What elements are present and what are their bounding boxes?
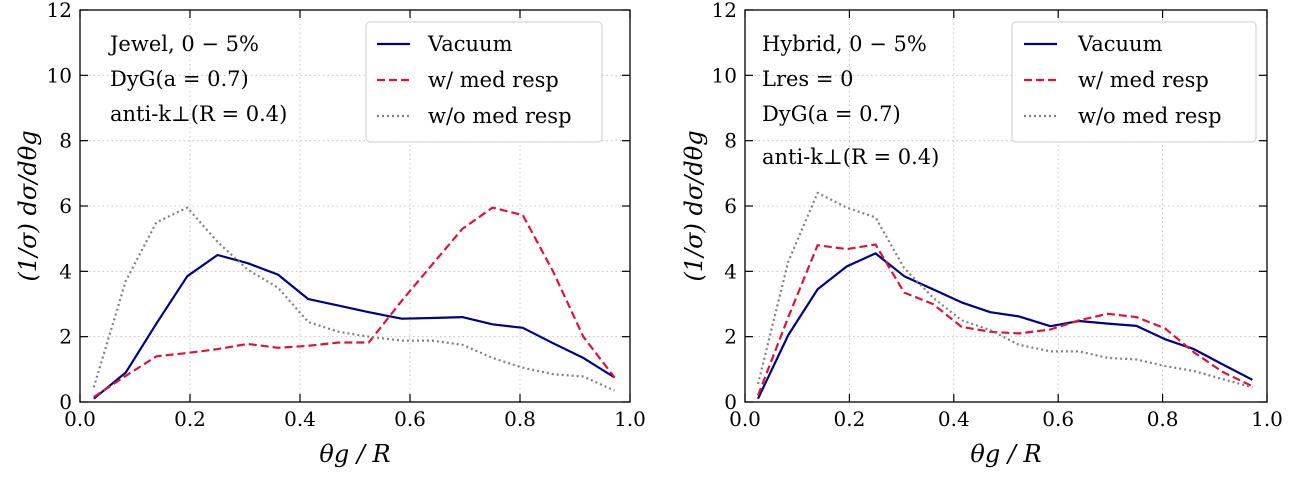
- right-x-tick-label: 0.6: [1042, 407, 1074, 431]
- right-tick-labels: 0.0 0.2 0.4 0.6 0.8 1.0 0 2 4 6 8 10 12: [712, 0, 1283, 431]
- right-series-lines: [756, 191, 1253, 400]
- right-x-axis-label: θg / R: [970, 440, 1041, 468]
- right-y-tick-label: 8: [724, 129, 737, 153]
- left-x-tick-label: 0.8: [504, 407, 536, 431]
- right-legend-label-vacuum: Vacuum: [1077, 32, 1163, 56]
- right-legend-box: [1011, 21, 1257, 143]
- left-legend-box: [365, 21, 603, 143]
- left-x-tick-label: 1.0: [614, 407, 646, 431]
- left-series-vacuum: [93, 253, 616, 400]
- left-y-tick-label: 12: [47, 0, 72, 22]
- left-ticks: [79, 9, 631, 403]
- left-y-tick-label: 2: [59, 325, 72, 349]
- right-legend: Vacuum w/ med resp w/o med resp: [1011, 21, 1257, 143]
- right-annotation-line-2: Lres = 0: [762, 67, 854, 91]
- right-series-w-med-resp: [756, 243, 1253, 396]
- left-x-tick-label: 0.0: [64, 407, 96, 431]
- right-y-tick-label: 0: [724, 390, 737, 414]
- left-y-axis-label: (1/σ) dσ/dθg: [14, 130, 42, 281]
- left-chart-panel: 0.0 0.2 0.4 0.6 0.8 1.0 0 2 4 6 8 10 12 Jewel, 0 − 5…: [14, 0, 646, 468]
- right-series-w-o-med-resp: [756, 191, 1253, 389]
- left-y-tick-label: 8: [59, 129, 72, 153]
- right-x-tick-label: 1.0: [1251, 407, 1283, 431]
- right-ticks: [744, 9, 1268, 403]
- left-y-tick-label: 4: [59, 259, 72, 283]
- right-annotation-line-1: Hybrid, 0 − 5%: [762, 32, 927, 56]
- left-x-tick-label: 0.2: [174, 407, 206, 431]
- right-chart-panel: 0.0 0.2 0.4 0.6 0.8 1.0 0 2 4 6 8 10 12 Hybrid, 0 − …: [680, 0, 1283, 468]
- right-x-tick-label: 0.8: [1147, 407, 1179, 431]
- left-y-tick-label: 6: [59, 194, 72, 218]
- left-legend-label-vacuum: Vacuum: [427, 32, 513, 56]
- left-legend: Vacuum w/ med resp w/o med resp: [365, 21, 603, 143]
- left-legend-label-without-med-resp: w/o med resp: [428, 104, 572, 128]
- right-y-tick-label: 2: [724, 325, 737, 349]
- left-y-tick-label: 10: [47, 63, 72, 87]
- right-annotation-line-3: DyG(a = 0.7): [762, 102, 901, 126]
- right-legend-label-without-med-resp: w/o med resp: [1078, 104, 1222, 128]
- right-y-tick-label: 6: [724, 194, 737, 218]
- right-x-tick-label: 0.4: [938, 407, 970, 431]
- left-annotation-line-1: Jewel, 0 − 5%: [108, 32, 259, 56]
- left-series-lines: [92, 206, 616, 400]
- left-series-w-med-resp: [93, 206, 616, 399]
- left-x-tick-label: 0.4: [284, 407, 316, 431]
- left-series-w-o-med-resp: [92, 206, 616, 392]
- left-annotation-line-3: anti-k⊥(R = 0.4): [110, 102, 287, 126]
- left-annotation-line-2: DyG(a = 0.7): [110, 67, 249, 91]
- right-series-vacuum: [757, 252, 1253, 400]
- left-x-tick-label: 0.6: [394, 407, 426, 431]
- right-y-tick-label: 10: [712, 63, 737, 87]
- right-x-tick-label: 0.2: [833, 407, 865, 431]
- left-tick-labels: 0.0 0.2 0.4 0.6 0.8 1.0 0 2 4 6 8 10 12: [47, 0, 646, 431]
- right-x-tick-label: 0.0: [729, 407, 761, 431]
- left-legend-label-with-med-resp: w/ med resp: [428, 68, 559, 92]
- right-y-tick-label: 12: [712, 0, 737, 22]
- right-annotation-line-4: anti-k⊥(R = 0.4): [762, 145, 939, 169]
- right-legend-label-with-med-resp: w/ med resp: [1078, 68, 1209, 92]
- right-y-tick-label: 4: [724, 259, 737, 283]
- left-y-tick-label: 0: [59, 390, 72, 414]
- left-x-axis-label: θg / R: [319, 440, 390, 468]
- right-y-axis-label: (1/σ) dσ/dθg: [680, 130, 708, 281]
